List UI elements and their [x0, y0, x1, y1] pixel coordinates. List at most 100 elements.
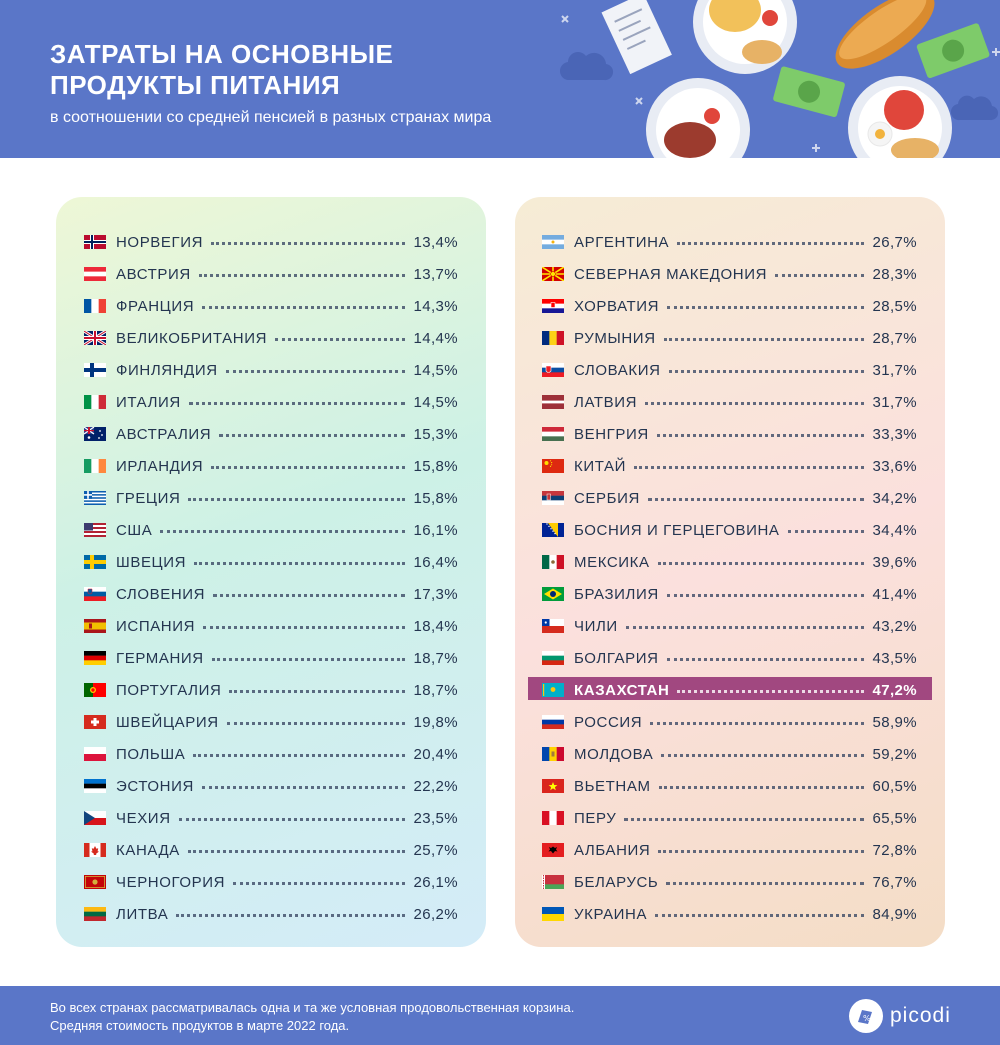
table-row: ПОРТУГАЛИЯ 18,7%	[84, 679, 458, 701]
percentage-value: 31,7%	[872, 393, 917, 411]
country-name: ЧЕХИЯ	[116, 809, 171, 827]
percentage-value: 60,5%	[872, 777, 917, 795]
dot-leader	[188, 402, 406, 405]
percentage-value: 47,2%	[872, 681, 917, 699]
flag-moldova-icon	[542, 747, 564, 761]
percentage-value: 15,3%	[413, 425, 458, 443]
flag-slovenia-icon	[84, 587, 106, 601]
flag-poland-icon	[84, 747, 106, 761]
table-row: КАНАДА 25,7%	[84, 839, 458, 861]
percentage-value: 65,5%	[872, 809, 917, 827]
country-name: ИТАЛИЯ	[116, 393, 181, 411]
picodi-logo: % picodi	[848, 996, 968, 1036]
country-name: МЕКСИКА	[574, 553, 650, 571]
flag-kazakhstan-icon	[542, 683, 564, 697]
flag-romania-icon	[542, 331, 564, 345]
country-name: АВСТРИЯ	[116, 265, 191, 283]
percentage-value: 28,7%	[872, 329, 917, 347]
table-row: БЕЛАРУСЬ 76,7%	[542, 871, 917, 893]
flag-albania-icon	[542, 843, 564, 857]
table-row: АВСТРАЛИЯ 15,3%	[84, 423, 458, 445]
percentage-value: 43,2%	[872, 617, 917, 635]
country-name: КИТАЙ	[574, 457, 626, 475]
percentage-value: 72,8%	[872, 841, 917, 859]
dot-leader	[658, 786, 865, 789]
flag-spain-icon	[84, 619, 106, 633]
country-name: СЕВЕРНАЯ МАКЕДОНИЯ	[574, 265, 768, 283]
percentage-value: 18,4%	[413, 617, 458, 635]
dot-leader	[178, 818, 406, 821]
dot-leader	[663, 338, 865, 341]
table-row: ФРАНЦИЯ 14,3%	[84, 295, 458, 317]
table-row: ХОРВАТИЯ 28,5%	[542, 295, 917, 317]
flag-finland-icon	[84, 363, 106, 377]
table-row: ИТАЛИЯ 14,5%	[84, 391, 458, 413]
dot-leader	[661, 754, 865, 757]
country-name: БОЛГАРИЯ	[574, 649, 659, 667]
percentage-value: 14,4%	[413, 329, 458, 347]
country-name: ИСПАНИЯ	[116, 617, 196, 635]
flag-mexico-icon	[542, 555, 564, 569]
flag-serbia-icon	[542, 491, 564, 505]
flag-argentina-icon	[542, 235, 564, 249]
country-name: АВСТРАЛИЯ	[116, 425, 212, 443]
dot-leader	[647, 498, 865, 501]
country-name: АРГЕНТИНА	[574, 233, 670, 251]
flag-usa-icon	[84, 523, 106, 537]
flag-sweden-icon	[84, 555, 106, 569]
percentage-value: 34,4%	[872, 521, 917, 539]
flag-lithuania-icon	[84, 907, 106, 921]
flag-ireland-icon	[84, 459, 106, 473]
percentage-value: 84,9%	[872, 905, 917, 923]
table-row: СЛОВЕНИЯ 17,3%	[84, 583, 458, 605]
table-row: УКРАИНА 84,9%	[542, 903, 917, 925]
percentage-value: 28,3%	[872, 265, 917, 283]
percentage-value: 23,5%	[413, 809, 458, 827]
dot-leader	[677, 242, 865, 245]
flag-austria-icon	[84, 267, 106, 281]
percentage-value: 33,3%	[872, 425, 917, 443]
percentage-value: 14,3%	[413, 297, 458, 315]
flag-norway-icon	[84, 235, 106, 249]
table-row: ЭСТОНИЯ 22,2%	[84, 775, 458, 797]
picodi-logo-icon: %	[849, 999, 883, 1033]
dot-leader	[229, 690, 406, 693]
dot-leader	[176, 914, 406, 917]
flag-france-icon	[84, 299, 106, 313]
table-row: АЛБАНИЯ 72,8%	[542, 839, 917, 861]
country-name: ХОРВАТИЯ	[574, 297, 660, 315]
percentage-value: 39,6%	[872, 553, 917, 571]
percentage-value: 34,2%	[872, 489, 917, 507]
percentage-value: 33,6%	[872, 457, 917, 475]
dot-leader	[667, 306, 865, 309]
flag-switzerland-icon	[84, 715, 106, 729]
table-row: ГЕРМАНИЯ 18,7%	[84, 647, 458, 669]
country-name: ФИНЛЯНДИЯ	[116, 361, 218, 379]
percentage-value: 18,7%	[413, 649, 458, 667]
table-row: АВСТРИЯ 13,7%	[84, 263, 458, 285]
flag-belarus-icon	[542, 875, 564, 889]
flag-brazil-icon	[542, 587, 564, 601]
dot-leader	[188, 498, 406, 501]
dot-leader	[275, 338, 406, 341]
country-name: КАНАДА	[116, 841, 180, 859]
dot-leader	[787, 530, 865, 533]
percentage-value: 16,4%	[413, 553, 458, 571]
percentage-value: 18,7%	[413, 681, 458, 699]
table-row: КАЗАХСТАН 47,2%	[542, 679, 917, 701]
country-name: АЛБАНИЯ	[574, 841, 651, 859]
flag-estonia-icon	[84, 779, 106, 793]
table-row: ВЬЕТНАМ 60,5%	[542, 775, 917, 797]
percentage-value: 43,5%	[872, 649, 917, 667]
percentage-value: 22,2%	[413, 777, 458, 795]
country-name: ФРАНЦИЯ	[116, 297, 195, 315]
country-name: БОСНИЯ И ГЕРЦЕГОВИНА	[574, 521, 780, 539]
dot-leader	[666, 658, 865, 661]
flag-north-macedonia-icon	[542, 267, 564, 281]
percentage-value: 31,7%	[872, 361, 917, 379]
flag-chile-icon	[542, 619, 564, 633]
table-row: ПЕРУ 65,5%	[542, 807, 917, 829]
percentage-value: 13,4%	[413, 233, 458, 251]
dot-leader	[650, 722, 865, 725]
flag-canada-icon	[84, 843, 106, 857]
